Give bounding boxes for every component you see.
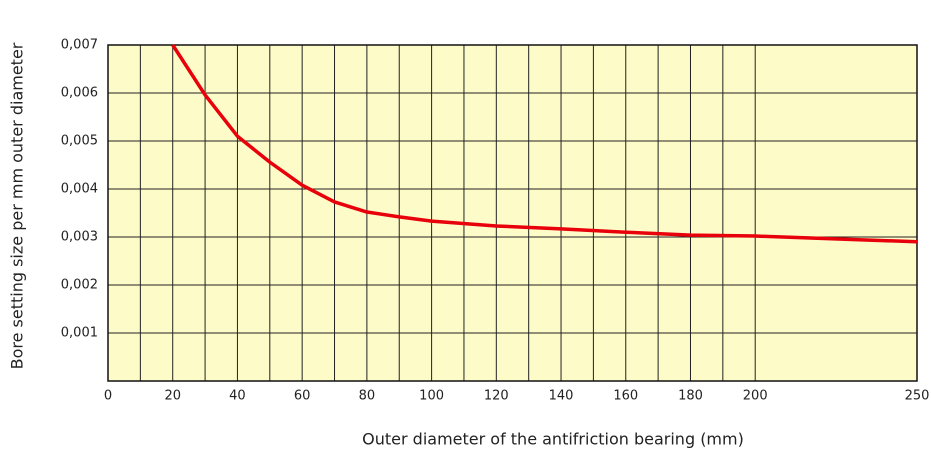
x-tick-label: 120 bbox=[484, 389, 509, 404]
y-axis-title: Bore setting size per mm outer diameter bbox=[8, 42, 27, 369]
plot-area bbox=[108, 45, 917, 381]
x-tick-label: 180 bbox=[678, 389, 703, 404]
x-tick-label: 40 bbox=[229, 389, 246, 404]
x-tick-label: 100 bbox=[419, 389, 444, 404]
plot-frame bbox=[107, 44, 918, 382]
x-tick-label: 140 bbox=[549, 389, 574, 404]
data-line bbox=[171, 44, 918, 244]
x-tick-label: 60 bbox=[294, 389, 311, 404]
y-tick-label: 0,002 bbox=[61, 278, 98, 293]
y-tick-label: 0,003 bbox=[61, 230, 98, 245]
x-tick-label: 80 bbox=[359, 389, 376, 404]
x-axis-title: Outer diameter of the antifriction beari… bbox=[362, 430, 744, 449]
y-tick-label: 0,005 bbox=[61, 134, 98, 149]
x-tick-label: 20 bbox=[164, 389, 181, 404]
y-tick-label: 0,006 bbox=[61, 86, 98, 101]
x-tick-label: 160 bbox=[613, 389, 638, 404]
y-tick-label: 0,001 bbox=[61, 326, 98, 341]
y-tick-label: 0,004 bbox=[61, 182, 98, 197]
x-tick-label: 200 bbox=[743, 389, 768, 404]
y-tick-label: 0,007 bbox=[61, 38, 98, 53]
x-tick-label: 0 bbox=[104, 389, 112, 404]
x-tick-label: 250 bbox=[905, 389, 930, 404]
